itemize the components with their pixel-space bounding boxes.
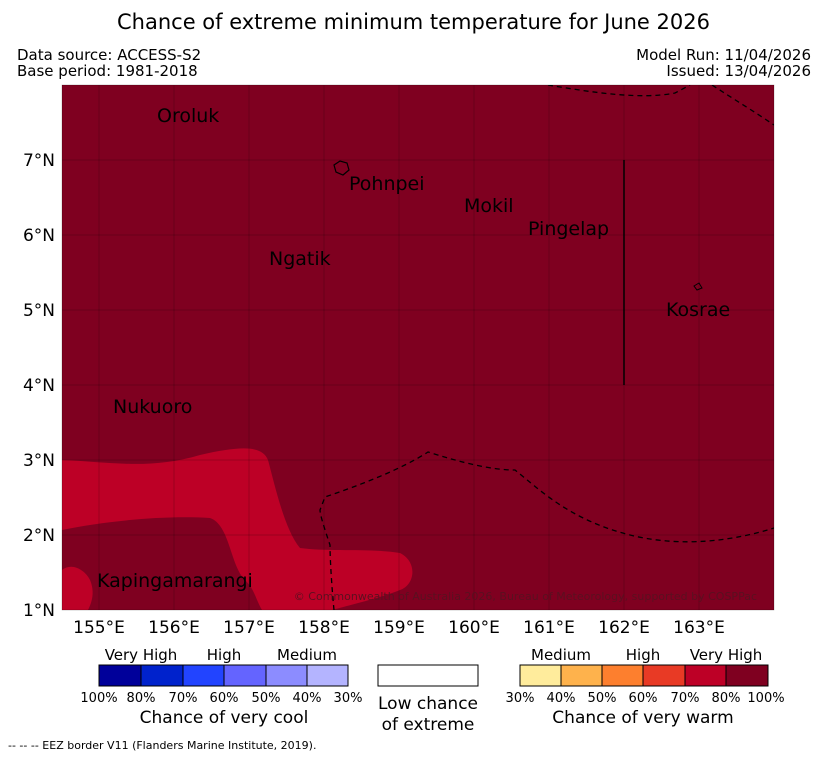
warm-swatch bbox=[519, 664, 562, 687]
place-label-mokil: Mokil bbox=[464, 195, 514, 217]
neutral-label-line2: of extreme bbox=[382, 715, 475, 735]
cool-swatch bbox=[140, 664, 184, 687]
lat-tick-label: 4°N bbox=[23, 376, 55, 396]
cool-legend-label: Chance of very cool bbox=[140, 708, 309, 728]
place-label-kosrae: Kosrae bbox=[666, 299, 730, 321]
cool-legend: Very High High Medium 100% 80% 70% 60% 5… bbox=[80, 646, 362, 728]
lon-tick-label: 161°E bbox=[523, 618, 575, 638]
place-label-kapingamarangi: Kapingamarangi bbox=[97, 570, 253, 592]
lon-tick-label: 163°E bbox=[673, 618, 725, 638]
cool-tick-label: 70% bbox=[169, 691, 198, 706]
warm-swatch bbox=[560, 664, 603, 687]
lat-tick-label: 7°N bbox=[23, 151, 55, 171]
cool-swatch bbox=[182, 664, 225, 687]
cool-category-label: High bbox=[207, 646, 241, 664]
neutral-legend: Low chance of extreme bbox=[377, 664, 479, 735]
cool-category-label: Very High bbox=[105, 646, 178, 664]
warm-tick-label: 70% bbox=[671, 691, 700, 706]
place-label-nukuoro: Nukuoro bbox=[113, 396, 192, 418]
lon-tick-label: 160°E bbox=[448, 618, 500, 638]
warm-tick-label: 50% bbox=[588, 691, 617, 706]
map-title: Chance of extreme minimum temperature fo… bbox=[117, 10, 710, 34]
warm-legend: Medium High Very High 30% 40% 50% 60% 70… bbox=[506, 646, 785, 728]
lat-tick-label: 3°N bbox=[23, 451, 55, 471]
place-label-pingelap: Pingelap bbox=[528, 218, 609, 240]
warm-tick-label: 30% bbox=[506, 691, 535, 706]
lat-tick-label: 6°N bbox=[23, 226, 55, 246]
lon-tick-label: 162°E bbox=[598, 618, 650, 638]
warm-swatch bbox=[725, 664, 769, 687]
eez-footnote: -- -- -- EEZ border V11 (Flanders Marine… bbox=[8, 739, 317, 752]
lat-tick-label: 5°N bbox=[23, 301, 55, 321]
cool-tick-label: 80% bbox=[127, 691, 156, 706]
data-source: Data source: ACCESS-S2 bbox=[17, 46, 202, 64]
warm-tick-label: 40% bbox=[547, 691, 576, 706]
warm-tick-label: 80% bbox=[712, 691, 741, 706]
cool-swatch bbox=[265, 664, 308, 687]
lat-tick-label: 2°N bbox=[23, 526, 55, 546]
cool-tick-label: 100% bbox=[80, 691, 117, 706]
issued-date: Issued: 13/04/2026 bbox=[666, 62, 811, 80]
grid-lines bbox=[62, 85, 774, 610]
lon-tick-label: 155°E bbox=[73, 618, 125, 638]
pohnpei-island bbox=[333, 160, 350, 176]
high-warm-area bbox=[62, 448, 413, 610]
warm-tick-label: 60% bbox=[629, 691, 658, 706]
lon-tick-label: 158°E bbox=[298, 618, 350, 638]
kosrae-island bbox=[693, 282, 703, 291]
cool-tick-label: 40% bbox=[293, 691, 322, 706]
lon-tick-label: 156°E bbox=[148, 618, 200, 638]
neutral-label-line1: Low chance bbox=[378, 694, 478, 714]
warm-swatch bbox=[684, 664, 727, 687]
warm-swatch bbox=[642, 664, 686, 687]
cool-swatch bbox=[223, 664, 267, 687]
warm-legend-label: Chance of very warm bbox=[552, 708, 733, 728]
cool-swatch bbox=[306, 664, 349, 687]
warm-tick-label: 100% bbox=[747, 691, 784, 706]
lon-tick-label: 157°E bbox=[223, 618, 275, 638]
model-run: Model Run: 11/04/2026 bbox=[636, 46, 811, 64]
base-period: Base period: 1981-2018 bbox=[17, 62, 198, 80]
lat-tick-label: 1°N bbox=[23, 601, 55, 621]
warm-category-label: Very High bbox=[690, 646, 763, 664]
high-warm-area-corner bbox=[62, 566, 93, 610]
neutral-swatch bbox=[377, 664, 479, 687]
place-label-oroluk: Oroluk bbox=[157, 105, 219, 127]
warm-category-label: Medium bbox=[531, 646, 591, 664]
cool-tick-label: 50% bbox=[252, 691, 281, 706]
cool-tick-label: 60% bbox=[210, 691, 239, 706]
warm-category-label: High bbox=[626, 646, 660, 664]
very-high-warm-area bbox=[62, 85, 774, 610]
warm-swatch bbox=[601, 664, 644, 687]
place-label-ngatik: Ngatik bbox=[269, 248, 331, 270]
place-label-pohnpei: Pohnpei bbox=[349, 173, 425, 195]
copyright-notice: © Commonwealth of Australia 2026, Bureau… bbox=[294, 590, 757, 603]
lon-tick-label: 159°E bbox=[373, 618, 425, 638]
cool-category-label: Medium bbox=[277, 646, 337, 664]
cool-tick-label: 30% bbox=[334, 691, 363, 706]
eez-border bbox=[319, 85, 774, 610]
cool-swatch bbox=[98, 664, 142, 687]
